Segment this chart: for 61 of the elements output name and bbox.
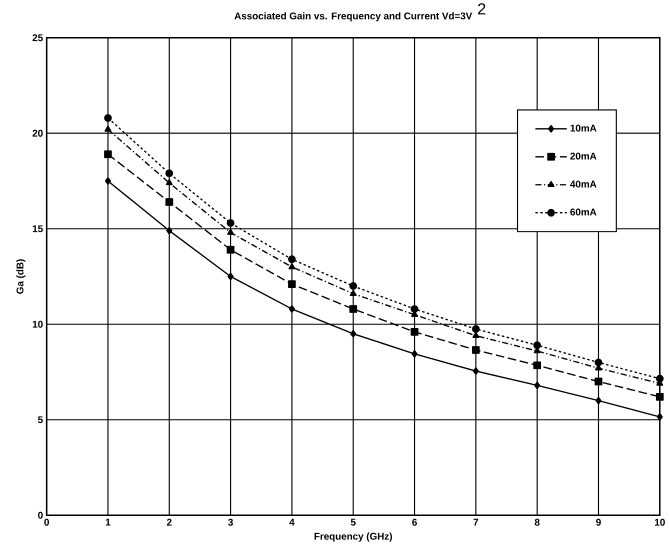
- x-tick-label: 8: [534, 518, 540, 526]
- point: [104, 126, 112, 132]
- x-tick-label: 7: [474, 518, 478, 526]
- x-tick-label: 5: [350, 518, 356, 526]
- point: [349, 282, 358, 290]
- point: [350, 330, 356, 338]
- point: [656, 392, 664, 401]
- point: [594, 378, 602, 386]
- point: [534, 381, 540, 390]
- point: [165, 169, 174, 178]
- point: [472, 367, 479, 375]
- point: [104, 177, 112, 185]
- point: [533, 361, 542, 370]
- y-axis-title: Ga (dB): [16, 259, 26, 294]
- point: [472, 325, 480, 333]
- y-tick-label: 15: [32, 225, 43, 232]
- point: [533, 341, 542, 350]
- x-tick-label: 3: [228, 518, 233, 526]
- point: [349, 305, 358, 313]
- point: [594, 358, 602, 366]
- point: [410, 328, 418, 336]
- legend-label: 10mA: [570, 124, 596, 132]
- y-tick-label: 25: [32, 34, 43, 42]
- x-axis-title: Frequency (GHz): [314, 532, 392, 542]
- point: [104, 150, 112, 158]
- chart-title: Associated Gain vs. Frequency and Current Vd=3V: [234, 12, 472, 22]
- point: [227, 228, 234, 235]
- point: [472, 332, 480, 338]
- x-tick-label: 10: [654, 518, 665, 526]
- x-tick-label: 6: [412, 518, 417, 526]
- point: [472, 346, 480, 354]
- point: [226, 246, 234, 254]
- point: [595, 396, 602, 405]
- x-tick-label: 9: [596, 518, 601, 526]
- point: [166, 179, 173, 186]
- point: [288, 280, 296, 288]
- x-tick-label: 4: [289, 518, 295, 526]
- point: [104, 114, 112, 122]
- x-tick-label: 2: [166, 518, 172, 526]
- y-tick-label: 0: [38, 512, 43, 519]
- x-tick-label: 0: [44, 518, 49, 526]
- point: [350, 290, 357, 296]
- y-tick-label: 20: [32, 130, 43, 137]
- legend-label: 20mA: [570, 152, 596, 160]
- point: [411, 350, 418, 358]
- text: 2: [478, 3, 486, 14]
- point: [656, 413, 663, 421]
- y-tick-label: 5: [38, 416, 43, 424]
- point: [228, 272, 234, 280]
- point: [656, 374, 664, 383]
- point: [410, 305, 418, 313]
- point: [165, 198, 174, 206]
- point: [288, 263, 296, 270]
- legend-label: 60mA: [570, 208, 596, 216]
- point: [166, 226, 172, 235]
- point: [226, 219, 234, 227]
- point: [288, 305, 295, 313]
- y-tick-label: 10: [32, 320, 43, 328]
- point: [288, 255, 296, 264]
- legend-label: 40mA: [570, 180, 596, 188]
- x-tick-label: 1: [106, 518, 110, 526]
